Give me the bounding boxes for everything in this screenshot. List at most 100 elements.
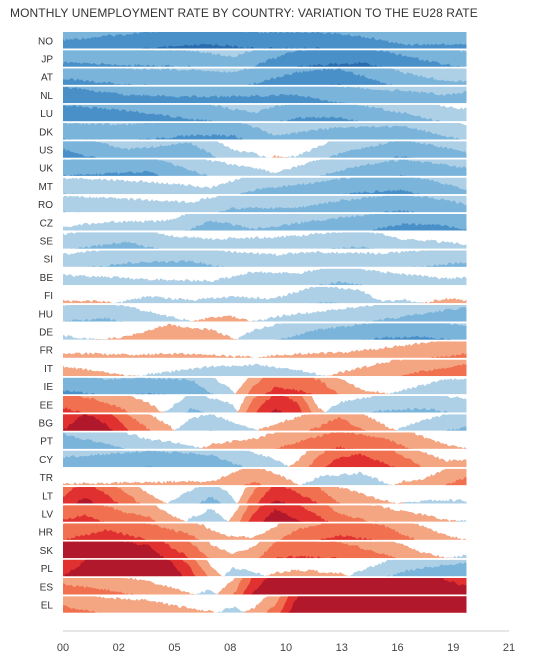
band-above-3: [63, 396, 467, 413]
horizon-row-jp: JP: [41, 50, 467, 67]
band-below-2: [63, 241, 467, 249]
horizon-row-si: SI: [44, 250, 467, 267]
horizon-row-pl: PL: [41, 559, 467, 577]
horizon-bands: [63, 305, 467, 322]
row-label: SK: [40, 546, 54, 557]
horizon-bands: [63, 50, 467, 67]
row-label: UK: [39, 164, 53, 175]
horizon-bands: [63, 559, 467, 577]
band-below-4: [63, 43, 467, 49]
horizon-row-no: NO: [38, 32, 467, 49]
band-below-1: [63, 232, 467, 249]
x-tick-label: 08: [224, 642, 236, 654]
horizon-bands: [63, 177, 467, 195]
horizon-bands: [63, 214, 467, 231]
band-below-2: [63, 450, 467, 468]
x-tick-label: 10: [280, 642, 292, 654]
band-below-2: [63, 407, 467, 413]
band-below-3: [63, 189, 467, 195]
horizon-row-sk: SK: [40, 541, 467, 559]
band-below-1: [63, 268, 467, 286]
horizon-rows: NO JP AT NL LU DK US UK MT RO CZ SE SI BE FI HU DE FR IT IE…: [38, 32, 467, 613]
band-above-2: [63, 432, 467, 449]
band-above-1: [63, 414, 467, 431]
horizon-bands: [63, 578, 467, 595]
band-below-1: [63, 363, 467, 377]
x-tick-label: 00: [57, 642, 69, 654]
horizon-row-us: US: [39, 141, 467, 158]
row-label: CZ: [40, 218, 53, 229]
row-label: BE: [40, 273, 54, 284]
band-below-3: [63, 335, 467, 340]
row-label: FI: [44, 291, 53, 302]
band-below-2: [63, 323, 467, 340]
row-label: SE: [40, 236, 54, 247]
horizon-row-fi: FI: [44, 286, 467, 304]
band-below-1: [63, 432, 467, 449]
horizon-row-mt: MT: [39, 177, 467, 195]
horizon-row-lu: LU: [40, 104, 467, 122]
band-above-3: [63, 541, 467, 559]
x-tick-label: 19: [447, 642, 459, 654]
band-below-2: [63, 562, 467, 577]
row-label: IE: [44, 382, 54, 393]
band-above-2: [63, 523, 467, 540]
band-below-2: [63, 123, 467, 140]
row-label: IT: [44, 364, 53, 375]
horizon-bands: [63, 505, 467, 522]
x-tick-label: 13: [336, 642, 348, 654]
row-label: HR: [39, 528, 53, 539]
band-below-1: [63, 286, 467, 304]
horizon-row-cy: CY: [39, 450, 467, 468]
band-below-1: [63, 559, 467, 577]
x-tick-label: 21: [503, 642, 515, 654]
band-below-1: [63, 487, 467, 504]
band-below-2: [63, 159, 467, 176]
row-label: MT: [39, 182, 53, 193]
horizon-bands: [63, 159, 467, 176]
horizon-row-at: AT: [41, 68, 467, 85]
row-label: HU: [39, 309, 53, 320]
horizon-bands: [63, 104, 467, 122]
band-below-3: [63, 170, 467, 176]
horizon-bands: [63, 195, 467, 213]
x-tick-label: 16: [391, 642, 403, 654]
band-above-4: [63, 541, 467, 559]
band-below-2: [63, 260, 467, 267]
row-label: ES: [40, 582, 54, 593]
row-label: NL: [40, 91, 53, 102]
band-below-2: [63, 195, 467, 213]
row-label: TR: [40, 473, 53, 484]
horizon-row-se: SE: [40, 232, 467, 249]
horizon-row-ro: RO: [38, 195, 467, 213]
band-below-3: [63, 68, 467, 85]
horizon-bands: [63, 523, 467, 540]
band-below-2: [63, 214, 467, 231]
row-label: CY: [39, 455, 53, 466]
band-above-2: [63, 363, 467, 377]
horizon-bands: [63, 396, 467, 413]
band-below-1: [63, 471, 467, 486]
band-below-4: [63, 61, 467, 67]
chart-title: MONTHLY UNEMPLOYMENT RATE BY COUNTRY: VA…: [10, 6, 478, 20]
band-above-4: [63, 578, 467, 595]
row-label: BG: [39, 418, 54, 429]
horizon-bands: [63, 414, 467, 431]
horizon-row-tr: TR: [40, 468, 467, 486]
band-above-1: [63, 297, 467, 304]
horizon-row-ie: IE: [44, 377, 467, 395]
band-above-3: [63, 487, 467, 504]
band-below-3: [63, 104, 467, 122]
horizon-row-bg: BG: [39, 414, 467, 431]
horizon-bands: [63, 250, 467, 267]
row-label: EL: [41, 600, 54, 611]
band-above-2: [63, 377, 467, 395]
horizon-row-fr: FR: [40, 341, 467, 358]
band-above-1: [63, 468, 467, 486]
horizon-bands: [63, 359, 467, 377]
horizon-bands: [63, 596, 467, 613]
band-above-1: [63, 341, 467, 358]
band-above-4: [63, 414, 467, 431]
horizon-bands: [63, 377, 467, 395]
